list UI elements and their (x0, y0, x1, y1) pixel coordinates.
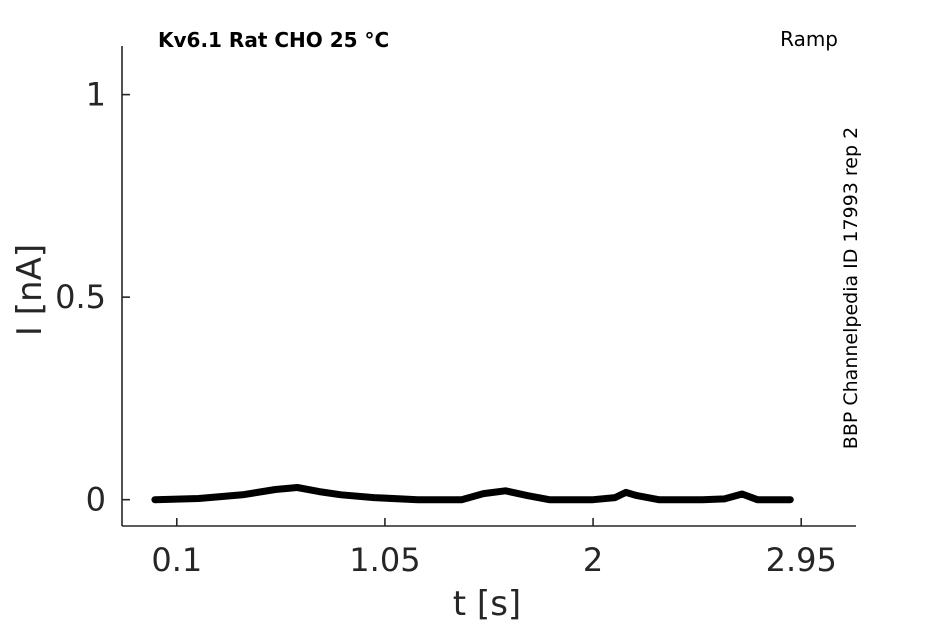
plot-area: 00.51 0.1 1.05 2 2.95 (55, 46, 856, 579)
y-axis-label: I [nA] (10, 244, 50, 336)
source-note: BBP Channelpedia ID 17993 rep 2 (840, 127, 862, 449)
x-tick-label: 1.05 (349, 541, 420, 579)
y-tick-label: 0.5 (55, 278, 106, 316)
x-tick-label: 0.1 (151, 541, 202, 579)
x-axis-label: t [s] (453, 584, 521, 624)
current-trace (151, 484, 794, 504)
x-tick-label: 2.95 (766, 541, 837, 579)
chart-title: Kv6.1 Rat CHO 25 °C (158, 28, 389, 52)
traces (151, 484, 794, 504)
y-ticks: 00.51 (55, 76, 130, 519)
x-ticks: 0.1 1.05 2 2.95 (151, 518, 837, 579)
protocol-label: Ramp (780, 27, 838, 51)
y-tick-label: 0 (86, 481, 106, 519)
x-tick-label: 2 (583, 541, 603, 579)
y-tick-label: 1 (86, 76, 106, 114)
